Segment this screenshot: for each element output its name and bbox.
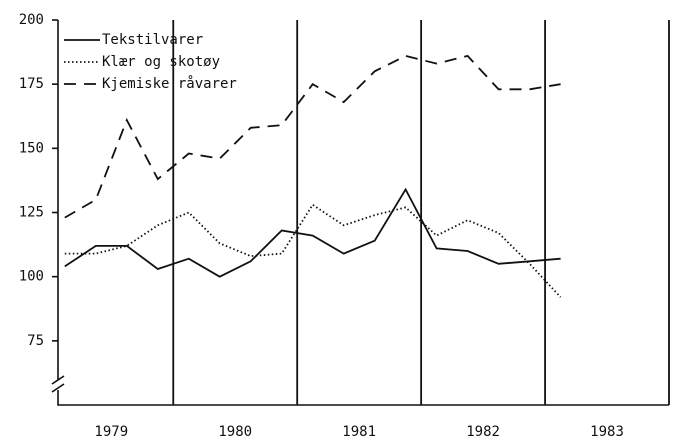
legend-label: Klær og skotøy <box>102 54 220 70</box>
legend-label: Tekstilvarer <box>102 32 203 48</box>
y-tick-label: 75 <box>27 333 44 349</box>
y-tick-label: 125 <box>19 205 44 221</box>
y-tick-label: 100 <box>19 269 44 285</box>
x-tick-label: 1979 <box>94 424 128 440</box>
x-tick-label: 1982 <box>466 424 500 440</box>
y-tick-label: 150 <box>19 140 44 156</box>
series-line <box>64 203 562 298</box>
legend-label: Kjemiske råvarer <box>102 75 237 92</box>
axes <box>51 20 669 406</box>
x-tick-label: 1983 <box>590 424 624 440</box>
series-line <box>64 54 561 219</box>
x-tick-label: 1981 <box>342 424 376 440</box>
y-tick-label: 175 <box>19 76 44 92</box>
y-tick-label: 200 <box>19 12 44 28</box>
x-tick-label: 1980 <box>218 424 252 440</box>
series-line <box>64 187 561 278</box>
